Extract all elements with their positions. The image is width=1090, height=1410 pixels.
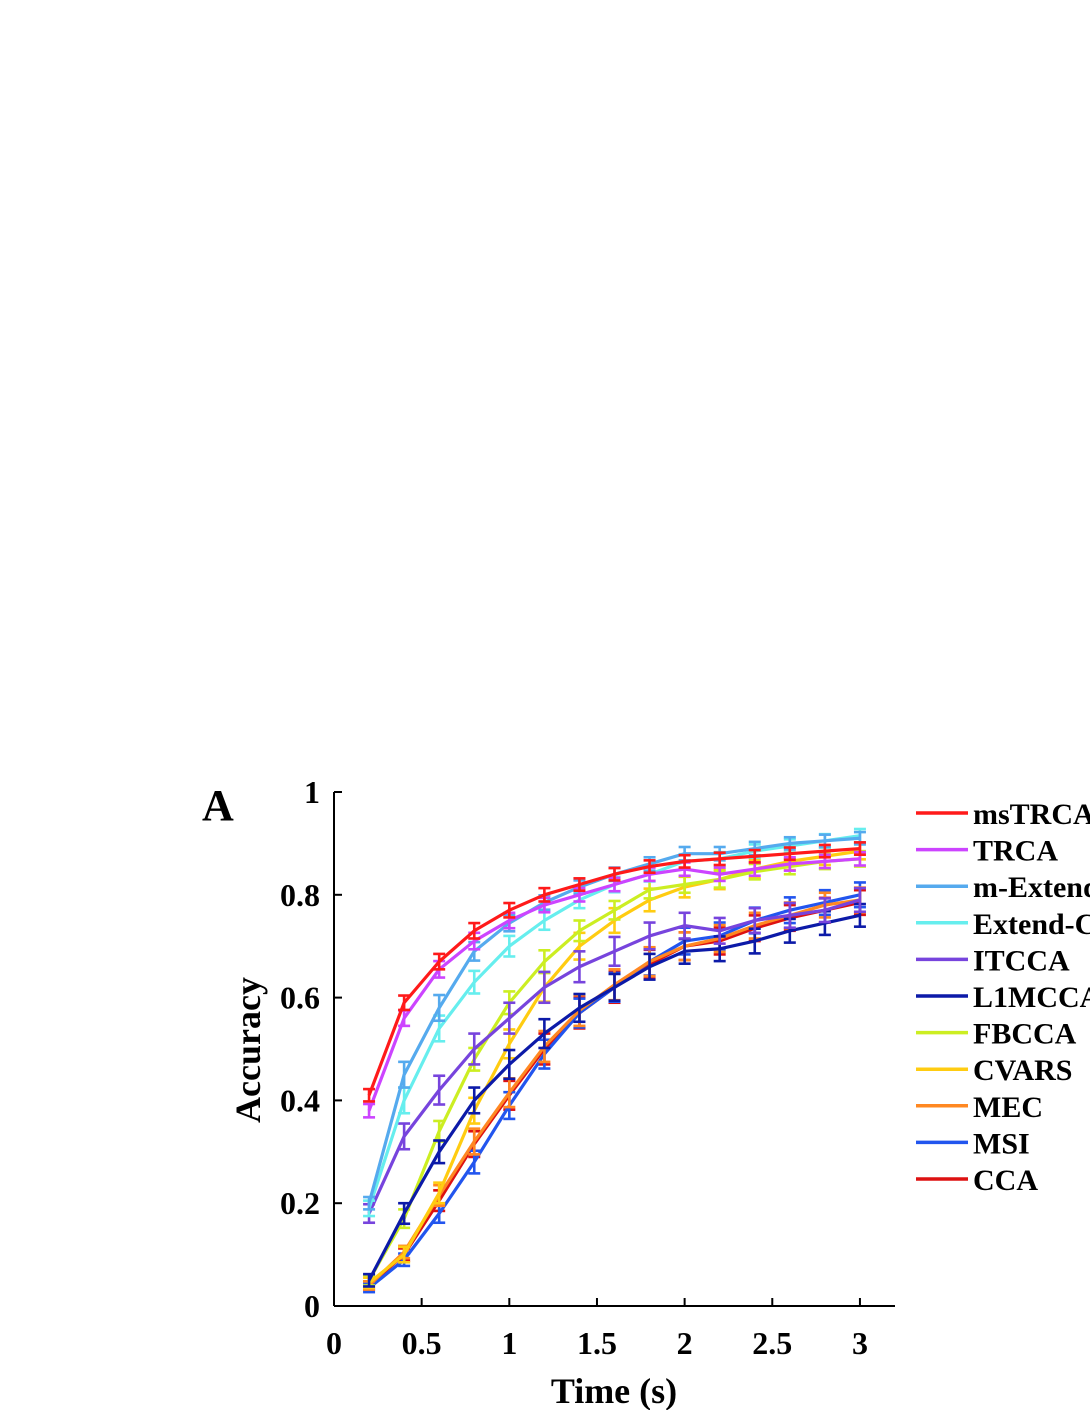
- legend-label: m-Extend-CCA: [973, 871, 1090, 904]
- legend-item-m-extend-cca: m-Extend-CCA: [916, 871, 1090, 904]
- series-layer: [363, 827, 866, 1294]
- legend-item-trca: TRCA: [916, 835, 1058, 868]
- x-tick-label: 3: [852, 1325, 868, 1361]
- legend-item-itcca: ITCCA: [916, 944, 1070, 977]
- y-axis-label: Accuracy: [228, 977, 268, 1123]
- legend-item-cca: CCA: [916, 1164, 1038, 1197]
- x-tick-label: 1.5: [577, 1325, 617, 1361]
- x-tick-label: 2.5: [752, 1325, 792, 1361]
- series-mstrca: [363, 841, 866, 1103]
- y-tick-label: 0: [304, 1288, 320, 1324]
- legend-label: MSI: [973, 1127, 1030, 1160]
- series-itcca: [363, 886, 866, 1225]
- x-tick-label: 1: [501, 1325, 517, 1361]
- series-l1mcca: [363, 902, 866, 1288]
- x-tick-label: 0.5: [402, 1325, 442, 1361]
- x-axis-label: Time (s): [551, 1371, 677, 1410]
- y-tick-label: 0.8: [280, 877, 320, 913]
- x-tick-label: 0: [326, 1325, 342, 1361]
- legend-label: MEC: [973, 1091, 1043, 1124]
- legend-label: msTRCA: [973, 798, 1090, 831]
- legend-label: TRCA: [973, 835, 1058, 868]
- legend-item-extend-cca: Extend-CCA: [916, 908, 1090, 941]
- x-tick-label: 2: [677, 1325, 693, 1361]
- legend-label: CCA: [973, 1164, 1038, 1197]
- legend-label: ITCCA: [973, 944, 1070, 977]
- y-tick-label: 0.6: [280, 980, 320, 1016]
- panel-label: A: [202, 781, 234, 830]
- y-tick-label: 0.2: [280, 1185, 320, 1221]
- legend-item-mec: MEC: [916, 1091, 1043, 1124]
- legend-item-msi: MSI: [916, 1127, 1030, 1160]
- legend-label: FBCCA: [973, 1018, 1077, 1051]
- y-tick-label: 0.4: [280, 1082, 320, 1118]
- legend-label: L1MCCA: [973, 981, 1090, 1014]
- legend-item-mstrca: msTRCA: [916, 798, 1090, 831]
- legend-item-cvars: CVARS: [916, 1054, 1072, 1087]
- y-tick-label: 1: [304, 774, 320, 810]
- legend-item-l1mcca: L1MCCA: [916, 981, 1090, 1014]
- legend-item-fbcca: FBCCA: [916, 1018, 1077, 1051]
- axes: 0 0.5 1 1.5 2 2.5 3 0 0.2 0.4 0.6 0.8 1: [280, 774, 895, 1361]
- legend-label: Extend-CCA: [973, 908, 1090, 941]
- legend-label: CVARS: [973, 1054, 1072, 1087]
